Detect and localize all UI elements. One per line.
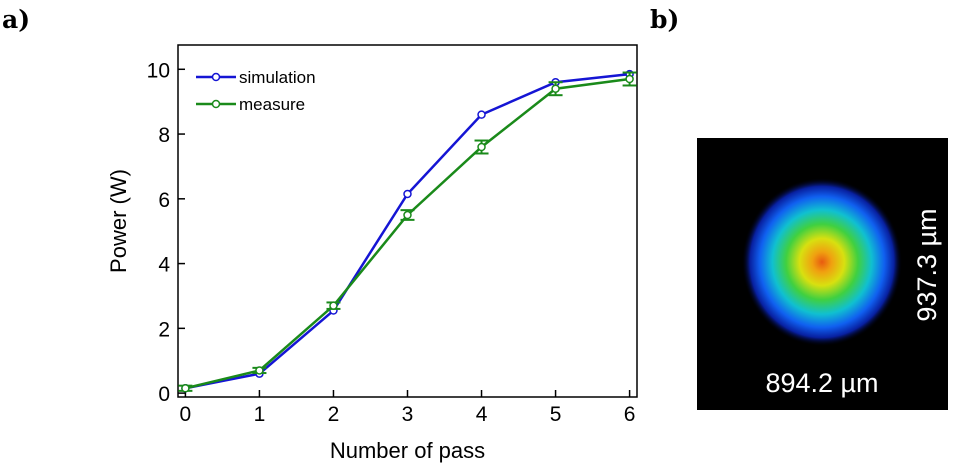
y-tick-label: 2 xyxy=(158,318,170,341)
width-label: 894.2 µm xyxy=(765,368,878,398)
data-point xyxy=(403,210,412,220)
legend-label: measure xyxy=(239,95,305,114)
data-point xyxy=(625,74,634,84)
data-point xyxy=(477,142,486,152)
data-point xyxy=(403,189,412,199)
legend-marker xyxy=(211,99,221,109)
x-tick-label: 5 xyxy=(550,403,562,426)
panel-label: b) xyxy=(650,5,679,34)
x-axis-label: Number of pass xyxy=(330,438,485,463)
x-tick-label: 0 xyxy=(180,403,192,426)
x-tick-label: 1 xyxy=(254,403,266,426)
x-tick-label: 6 xyxy=(624,403,636,426)
legend-marker xyxy=(211,72,221,82)
y-tick-label: 0 xyxy=(158,383,170,406)
data-point xyxy=(181,384,190,393)
beam-spot xyxy=(742,178,902,346)
x-tick-label: 2 xyxy=(328,403,340,426)
y-tick-label: 10 xyxy=(147,59,170,82)
y-tick-label: 6 xyxy=(158,189,170,212)
y-tick-label: 4 xyxy=(158,254,170,277)
x-tick-label: 3 xyxy=(402,403,414,426)
x-tick-label: 4 xyxy=(476,403,488,426)
data-point xyxy=(477,110,486,119)
y-tick-label: 8 xyxy=(158,124,170,147)
data-point xyxy=(329,301,338,310)
height-label: 937.3 µm xyxy=(912,208,942,321)
data-point xyxy=(255,366,264,375)
panel-label: a) xyxy=(2,5,30,34)
y-axis-label: Power (W) xyxy=(106,169,131,273)
series-line xyxy=(185,77,630,390)
legend-label: simulation xyxy=(239,68,316,87)
series-line xyxy=(185,72,630,390)
data-point xyxy=(551,84,560,93)
